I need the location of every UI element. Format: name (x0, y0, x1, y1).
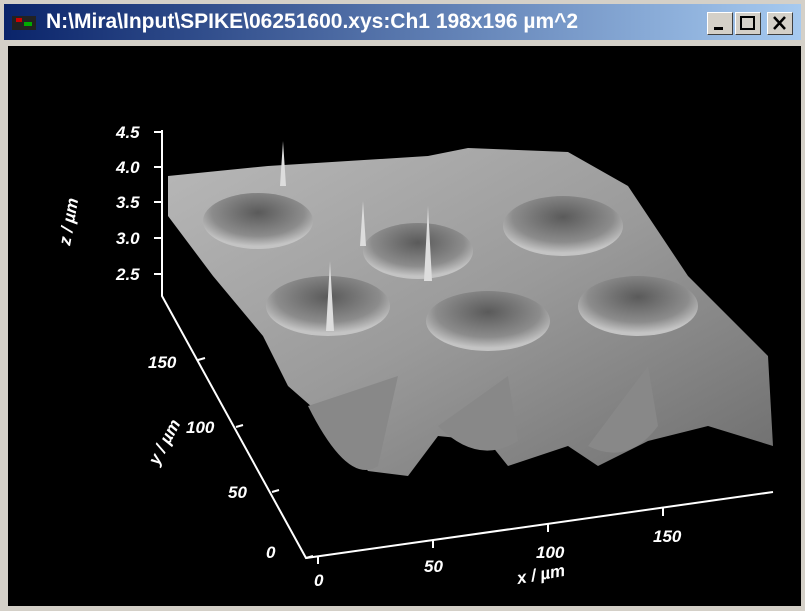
x-tick-label: 50 (424, 557, 443, 576)
x-tick-marks (317, 508, 664, 564)
icon (740, 16, 755, 30)
surface-pit (426, 291, 550, 351)
x-tick-label: 0 (314, 571, 324, 590)
z-tick-label: 4.5 (115, 123, 140, 142)
maximize-button[interactable] (735, 12, 761, 35)
surface-plot: 4.5 4.0 3.5 3.0 2.5 z / µm 150 100 50 0 … (55, 123, 774, 590)
surface-fold (308, 366, 658, 470)
title-bar: N:\Mira\Input\SPIKE\06251600.xys:Ch1 198… (4, 4, 801, 40)
icon-part (24, 22, 32, 26)
z-axis-label: z / µm (55, 197, 82, 248)
z-tick-label: 3.0 (116, 229, 140, 248)
z-tick-label: 3.5 (116, 193, 140, 212)
minimize-button[interactable] (707, 12, 733, 35)
y-tick-label: 150 (148, 353, 177, 372)
y-tick-label: 100 (186, 418, 215, 437)
glyph (714, 27, 723, 30)
surface-pit (578, 276, 698, 336)
z-tick-label: 2.5 (115, 265, 140, 284)
surface-pit (363, 223, 473, 279)
icon (773, 16, 786, 30)
axes (154, 130, 774, 564)
y-tick-label: 0 (266, 543, 276, 562)
x-tick-label: 100 (536, 543, 565, 562)
z-tick-marks (154, 131, 162, 275)
x-tick-label: 150 (653, 527, 682, 546)
app-icon (12, 16, 36, 30)
surface-pit (203, 193, 313, 249)
surface-pit (503, 196, 623, 256)
y-tick-marks (197, 357, 314, 559)
icon (714, 27, 723, 30)
close-button[interactable] (767, 12, 793, 35)
axis-lines (161, 130, 774, 560)
y-axis-label: y / µm (144, 416, 184, 469)
y-tick-label: 50 (228, 483, 247, 502)
icon-part (16, 18, 22, 22)
z-tick-label: 4.0 (115, 158, 140, 177)
window-title: N:\Mira\Input\SPIKE\06251600.xys:Ch1 198… (46, 10, 579, 33)
glyph (740, 16, 755, 30)
x-axis-label: x / µm (514, 561, 566, 588)
plot-area: 4.5 4.0 3.5 3.0 2.5 z / µm 150 100 50 0 … (8, 46, 801, 606)
glyph (773, 16, 786, 30)
